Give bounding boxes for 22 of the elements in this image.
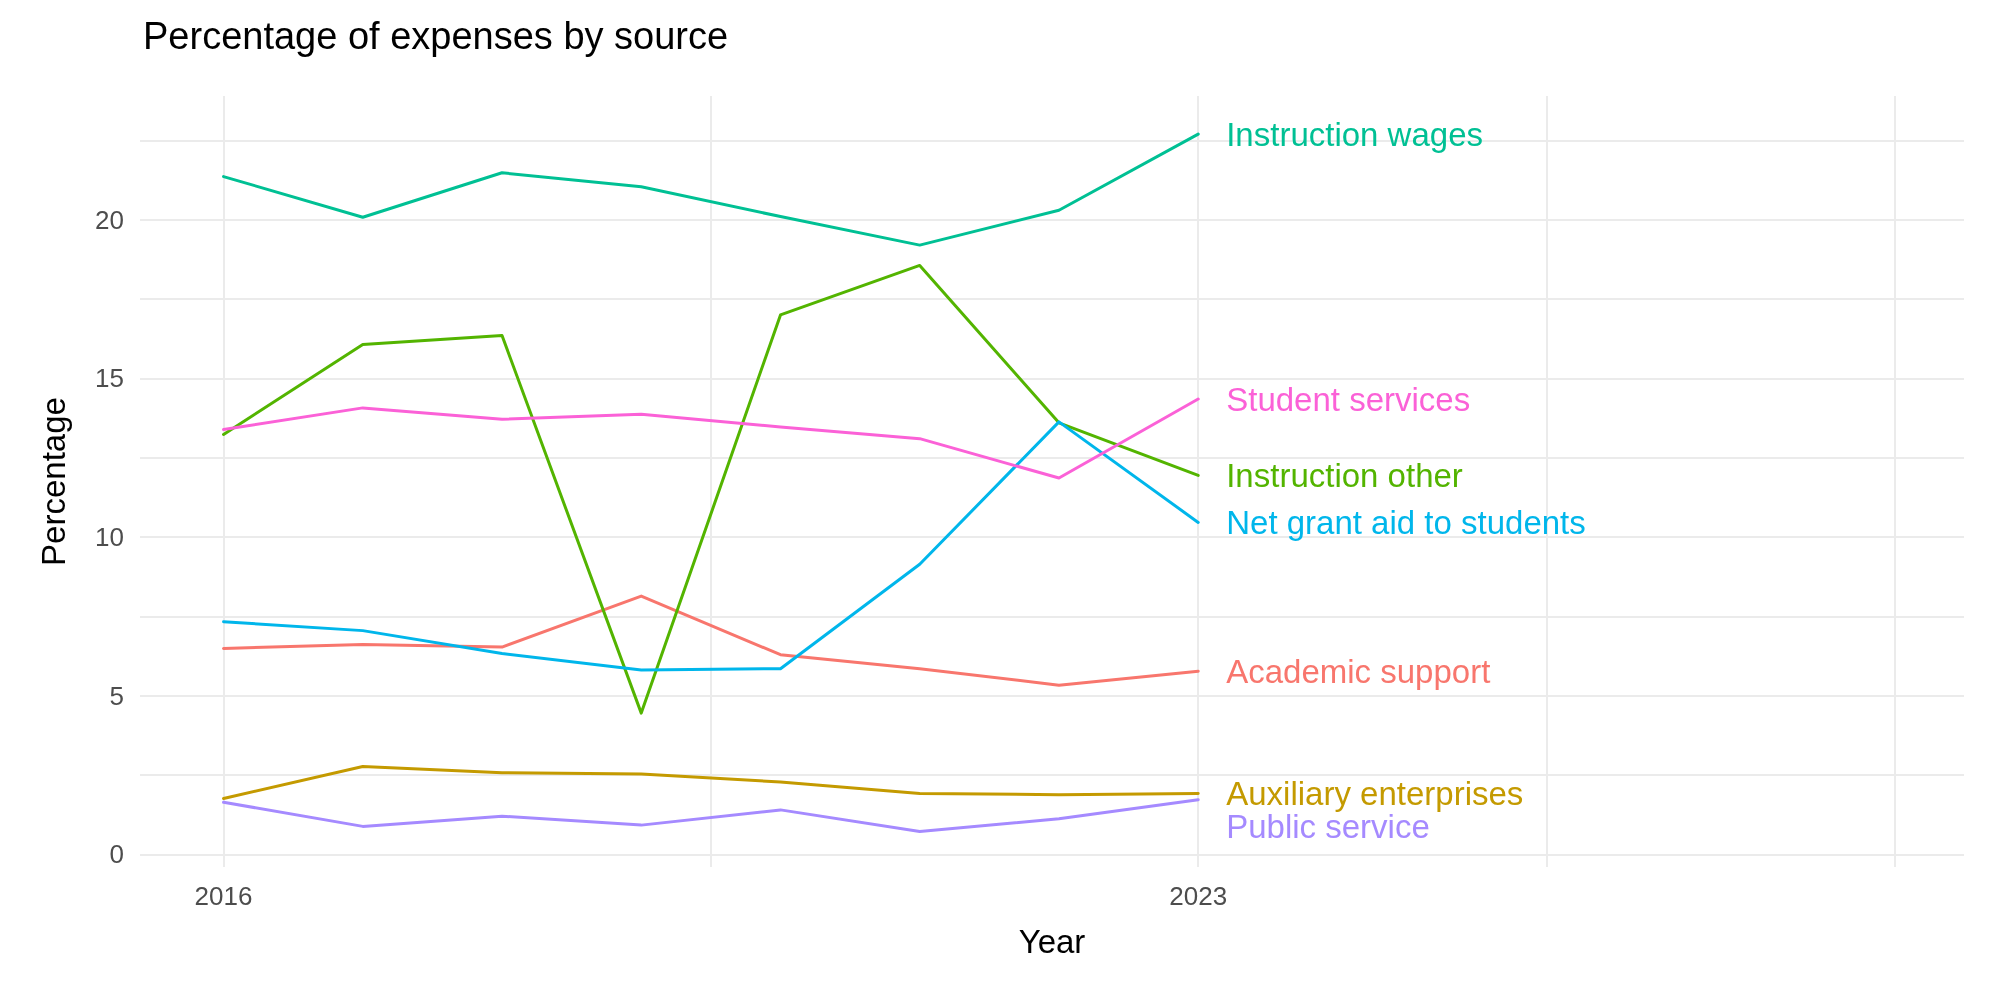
y-tick-label: 0 xyxy=(109,839,124,870)
line-series xyxy=(222,132,1200,247)
line-series xyxy=(222,397,1200,480)
y-tick-label: 20 xyxy=(95,204,124,235)
x-tick-label: 2016 xyxy=(194,881,253,911)
line-series xyxy=(222,764,1200,800)
line-series xyxy=(222,594,1200,687)
series-label: Academic support xyxy=(1226,652,1491,690)
chart-title: Percentage of expenses by source xyxy=(143,15,729,57)
y-axis-title: Percentage xyxy=(35,397,72,566)
series-label: Instruction other xyxy=(1226,456,1463,494)
y-tick-label: 15 xyxy=(95,363,124,394)
line-series xyxy=(222,263,1200,715)
series-label: Net grant aid to students xyxy=(1226,503,1586,541)
line-series xyxy=(222,420,1200,672)
y-tick-label: 10 xyxy=(95,522,124,553)
x-axis-title: Year xyxy=(1018,923,1086,960)
line-series xyxy=(222,798,1200,833)
series-label: Student services xyxy=(1226,380,1471,418)
x-tick-label: 2023 xyxy=(1169,881,1228,911)
y-tick-label: 5 xyxy=(109,680,124,711)
series-label: Instruction wages xyxy=(1226,115,1484,153)
